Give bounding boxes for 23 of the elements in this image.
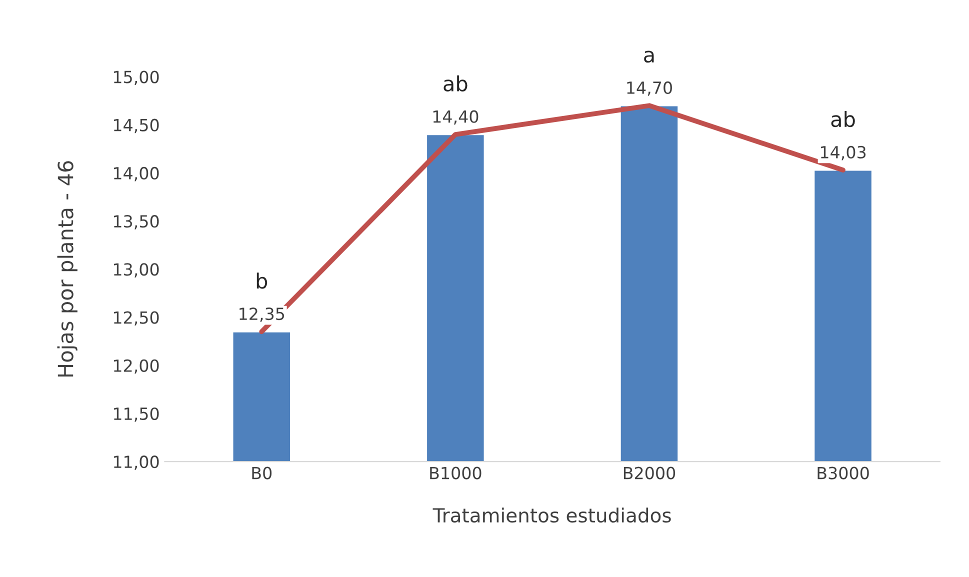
y-tick-label: 11,00: [114, 456, 159, 470]
y-tick-label: 13,50: [114, 215, 159, 230]
annotation: a: [644, 50, 654, 63]
y-tick-label: 15,00: [114, 70, 159, 86]
annotation: ab: [444, 75, 468, 92]
y-axis-title: Hojas por planta - 46: [57, 161, 78, 377]
x-tick-label: B1000: [430, 466, 482, 480]
x-tick-label: B3000: [818, 466, 869, 480]
data-label: 14,70: [627, 81, 672, 96]
y-tick-label: 12,50: [114, 311, 159, 326]
data-label: 14,03: [821, 146, 866, 160]
data-label: 14,40: [433, 110, 478, 125]
y-tick-label: 11,50: [114, 407, 159, 422]
x-tick-label: B0: [252, 466, 272, 480]
annotation: b: [256, 272, 268, 289]
data-label: 12,35: [240, 308, 284, 322]
x-axis-title: Tratamientos estudiados: [432, 508, 671, 523]
y-tick-label: 14,00: [114, 166, 159, 182]
annotation: ab: [831, 111, 855, 128]
x-tick-label: B2000: [624, 466, 676, 480]
y-tick-label: 14,50: [114, 118, 159, 134]
y-tick-label: 12,00: [114, 359, 159, 374]
y-tick-label: 13,00: [114, 263, 159, 278]
